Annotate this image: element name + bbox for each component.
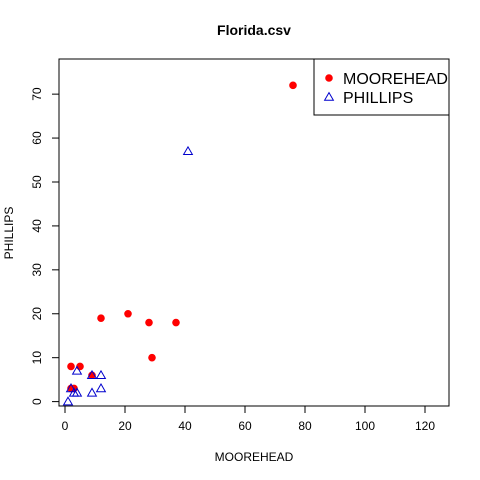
legend: MOOREHEAD PHILLIPS [313, 58, 450, 116]
data-point [71, 365, 83, 375]
x-tick-label: 60 [238, 419, 252, 433]
data-point [124, 309, 132, 318]
data-point [145, 318, 153, 327]
series-moorehead [67, 81, 297, 393]
data-point [148, 353, 156, 362]
y-axis: 0 10 20 30 40 50 60 70 [30, 87, 60, 405]
x-tick-label: 40 [178, 419, 192, 433]
y-tick-label: 50 [30, 175, 44, 189]
y-tick-label: 70 [30, 87, 44, 101]
x-tick-label: 120 [415, 419, 435, 433]
data-point [86, 387, 98, 397]
data-point [67, 362, 75, 371]
x-tick-label: 20 [118, 419, 132, 433]
legend-circle-marker [325, 74, 333, 82]
data-point [95, 369, 107, 380]
chart-title: Florida.csv [217, 22, 291, 38]
x-tick-label: 100 [355, 419, 375, 433]
y-tick-label: 0 [30, 398, 44, 405]
x-tick-label: 80 [298, 419, 312, 433]
y-tick-label: 10 [30, 351, 44, 365]
x-axis: 0 20 40 60 80 100 120 [62, 405, 435, 433]
y-tick-label: 30 [30, 263, 44, 277]
data-point [182, 145, 194, 156]
series-phillips [62, 145, 194, 406]
x-tick-label: 0 [62, 419, 69, 433]
data-point [97, 314, 105, 322]
legend-label: PHILLIPS [343, 90, 413, 107]
y-tick-label: 40 [30, 219, 44, 233]
data-point [71, 387, 83, 397]
legend-triangle-marker [323, 91, 335, 101]
data-point [65, 383, 77, 393]
data-point [86, 369, 98, 380]
data-points [62, 81, 297, 406]
legend-box [313, 58, 450, 116]
legend-item: PHILLIPS [323, 90, 413, 107]
y-tick-label: 20 [30, 307, 44, 321]
legend-label: MOOREHEAD [343, 71, 448, 88]
y-tick-label: 60 [30, 131, 44, 145]
data-point [95, 383, 107, 393]
data-point [172, 318, 180, 327]
data-point [289, 81, 297, 90]
y-axis-label: PHILLIPS [2, 207, 16, 260]
x-axis-label: MOOREHEAD [215, 450, 294, 464]
data-point [76, 362, 84, 371]
legend-item: MOOREHEAD [325, 71, 448, 88]
data-point [62, 396, 74, 406]
